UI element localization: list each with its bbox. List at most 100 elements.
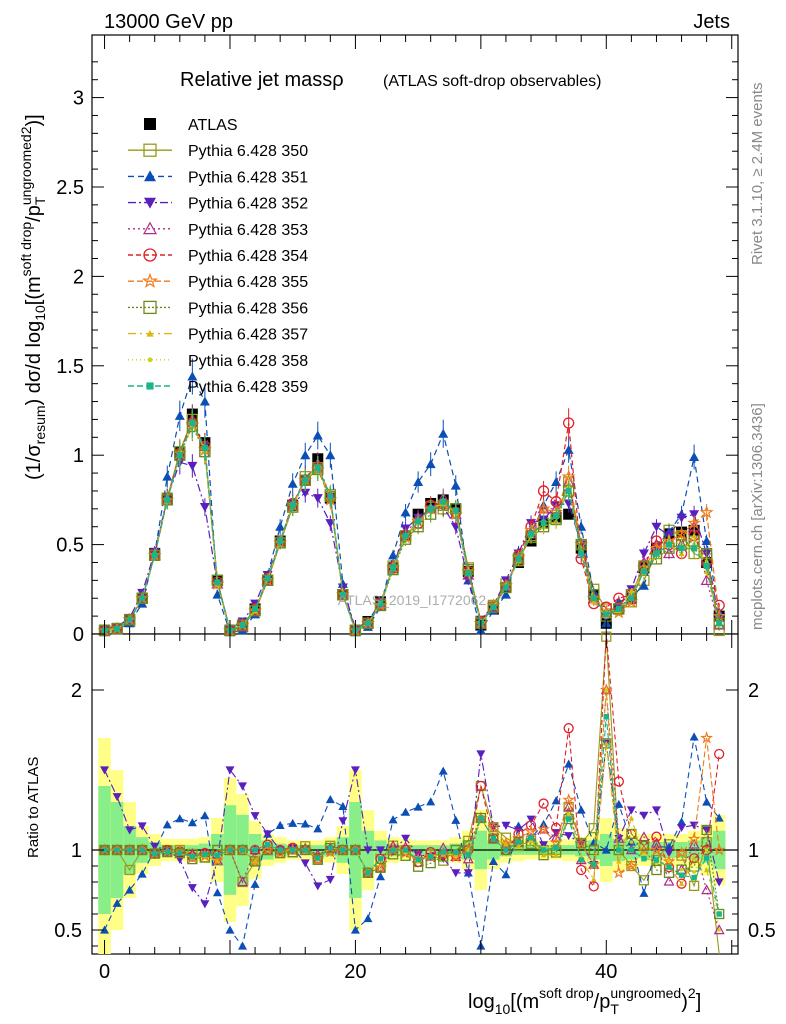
legend-marker	[146, 330, 154, 337]
data-point	[339, 591, 346, 598]
y-tick-label: 2	[73, 266, 84, 288]
ratio-point	[427, 853, 434, 860]
x-axis-label: log10[(msoft drop/pTungroomed)2]	[468, 985, 701, 1017]
ratio-point	[252, 847, 258, 853]
ratio-point	[704, 848, 709, 852]
ratio-point	[451, 815, 461, 824]
ratio-point	[250, 812, 260, 821]
ratio-point	[515, 843, 522, 849]
ratio-point	[139, 847, 145, 853]
data-point	[176, 452, 183, 459]
ratio-point	[262, 839, 273, 850]
ratio-point	[564, 832, 574, 841]
ratio-point	[651, 831, 662, 842]
ratio-point	[628, 847, 635, 853]
ratio-point	[288, 818, 298, 827]
legend-entry: ATLAS	[144, 117, 238, 134]
data-point	[239, 622, 246, 629]
data-point	[300, 450, 311, 460]
ratio-point	[487, 820, 500, 833]
legend-marker	[143, 143, 157, 157]
axis-ticks	[92, 35, 738, 954]
data-point	[565, 487, 572, 494]
ratio-point	[302, 847, 308, 853]
ratio-series-group	[98, 631, 726, 955]
ratio-point	[374, 862, 387, 872]
data-point	[490, 604, 497, 611]
ratio-point	[388, 815, 398, 824]
ratio-point	[564, 759, 574, 768]
data-point	[164, 496, 171, 503]
ratio-point	[451, 869, 461, 878]
data-point	[500, 589, 511, 599]
main-y-axis-label: (1/σresum) dσ/d log10[(msoft drop/pTungr…	[18, 114, 48, 480]
ratio-point	[327, 845, 334, 851]
ratio-point	[401, 807, 411, 816]
ratio-point	[325, 794, 335, 804]
legend-label: Pythia 6.428 353	[188, 222, 308, 239]
ratio-point	[603, 740, 609, 746]
ratio-point	[376, 846, 386, 855]
ratio-point	[501, 821, 511, 830]
legend-entry: Pythia 6.428 358	[128, 353, 308, 370]
legend-label: Pythia 6.428 358	[188, 353, 308, 370]
ratio-point	[664, 849, 674, 858]
ratio-point	[152, 850, 158, 857]
ratio-point	[124, 864, 135, 876]
data-point	[638, 549, 649, 559]
ratio-point	[688, 838, 700, 849]
data-point	[277, 538, 284, 545]
ratio-point	[651, 806, 661, 815]
ratio-point	[614, 799, 624, 808]
ratio-point	[701, 844, 712, 856]
ratio-point	[574, 836, 588, 849]
ratio-point	[340, 847, 346, 853]
data-point	[402, 532, 409, 539]
ratio-point	[576, 864, 587, 876]
ratio-point	[539, 841, 549, 850]
ratio-point	[679, 867, 684, 872]
data-point	[563, 508, 575, 520]
ratio-point	[264, 841, 271, 848]
analysis-watermark: ATLAS_2019_I1772062	[338, 592, 487, 608]
data-point	[553, 512, 560, 519]
data-point	[287, 478, 298, 488]
ratio-point	[538, 798, 549, 809]
ratio-point	[137, 822, 147, 831]
ratio-point	[703, 855, 710, 861]
ratio-point	[126, 847, 133, 853]
ratio-point	[315, 855, 321, 861]
ratio-point	[553, 852, 559, 858]
ratio-point	[612, 866, 626, 879]
ratio-point	[639, 811, 649, 820]
data-point	[666, 541, 673, 548]
data-point	[653, 550, 660, 557]
ratio-line	[104, 736, 720, 948]
data-point	[551, 477, 562, 487]
data-point	[676, 513, 687, 523]
data-point	[689, 451, 700, 461]
ratio-point	[639, 888, 649, 897]
ratio-point	[576, 805, 586, 814]
data-point	[377, 600, 384, 607]
ratio-point	[462, 853, 474, 864]
data-point	[465, 570, 472, 577]
ratio-point	[313, 882, 323, 891]
legend-label: Pythia 6.428 356	[188, 300, 308, 317]
data-point	[638, 580, 649, 590]
ratio-point	[717, 928, 721, 932]
data-point	[413, 477, 424, 487]
ratio-point	[689, 732, 699, 741]
data-point	[452, 507, 459, 514]
ratio-point	[311, 852, 325, 866]
ratio-point	[591, 861, 597, 868]
data-point	[590, 598, 597, 605]
ratio-point	[475, 812, 487, 824]
ratio-y-axis-label: Ratio to ATLAS	[25, 757, 42, 858]
ratio-point	[137, 844, 148, 856]
ratio-point	[676, 878, 687, 889]
x-tick-label: 0	[99, 961, 110, 983]
data-point	[563, 444, 574, 454]
legend-marker	[142, 221, 158, 235]
data-point	[187, 371, 198, 381]
